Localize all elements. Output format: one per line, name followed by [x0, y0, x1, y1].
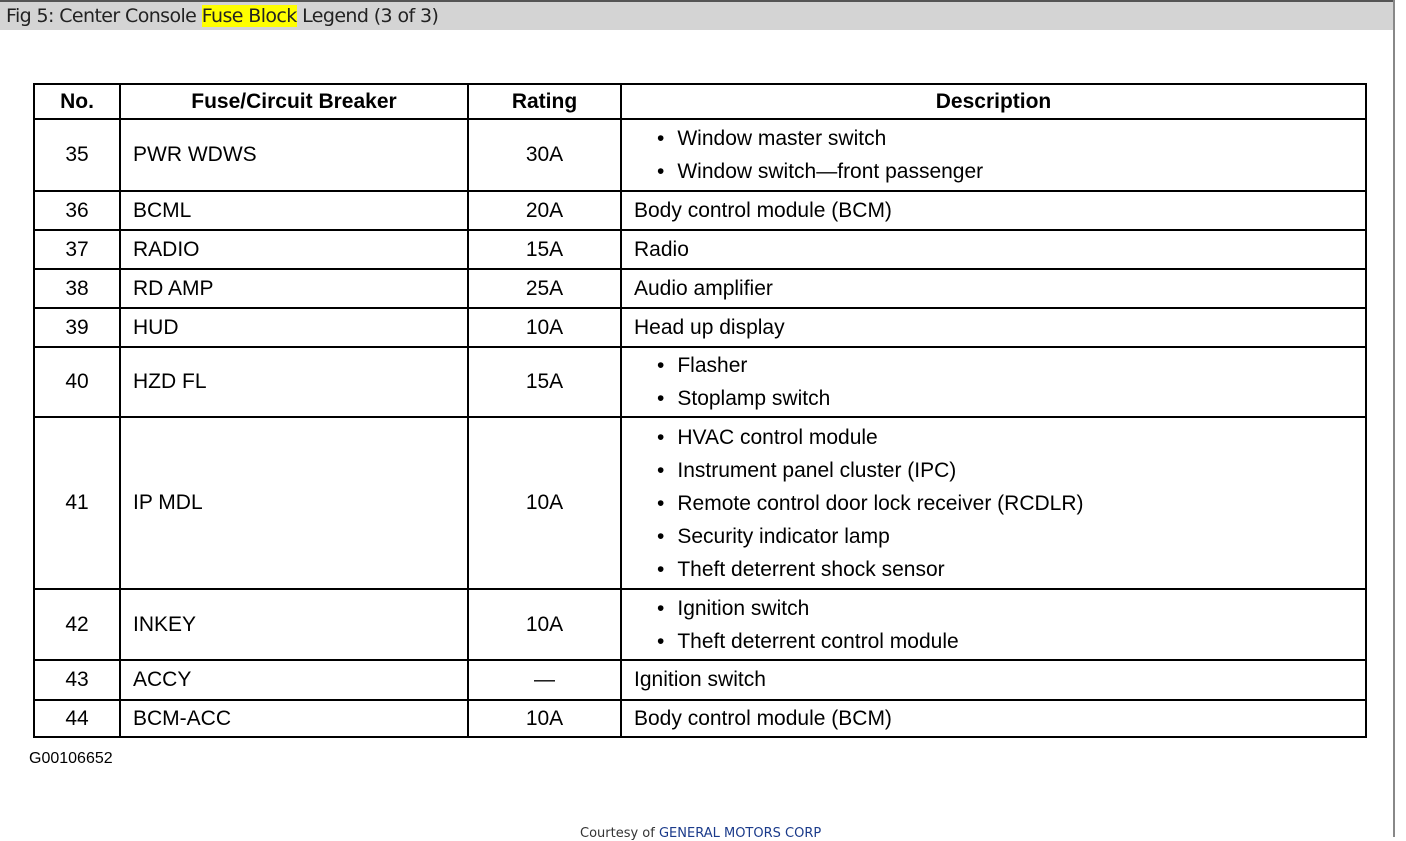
description-bullet: Window master switch	[658, 122, 1365, 155]
fuse-number: 36	[33, 190, 121, 231]
description-bullet: Ignition switch	[658, 592, 1365, 625]
fuse-number: 43	[33, 659, 121, 701]
fuse-rating: 10A	[467, 416, 622, 590]
description-bullet: Flasher	[658, 349, 1365, 382]
fuse-rating: 20A	[467, 190, 622, 231]
fuse-description: Head up display	[620, 307, 1367, 348]
fuse-rating: 10A	[467, 307, 622, 348]
fuse-name: HZD FL	[119, 346, 469, 418]
courtesy-prefix: Courtesy of	[580, 826, 659, 841]
fuse-number: 44	[33, 699, 121, 738]
table-row: 42INKEY10AIgnition switchTheft deterrent…	[33, 588, 1367, 661]
fuse-description: Ignition switch	[620, 659, 1367, 701]
table-row: 37 RADIO 15A Radio	[33, 229, 1367, 270]
fuse-number: 39	[33, 307, 121, 348]
fuse-description: Body control module (BCM)	[620, 699, 1367, 738]
fuse-number: 42	[33, 588, 121, 661]
courtesy-source: GENERAL MOTORS CORP	[658, 826, 822, 841]
fuse-description: Ignition switchTheft deterrent control m…	[620, 588, 1367, 661]
table-header-row: No. Fuse/Circuit Breaker Rating Descript…	[33, 83, 1367, 120]
fuse-name: IP MDL	[119, 416, 469, 590]
fuse-number: 40	[33, 346, 121, 418]
description-bullet: HVAC control module	[658, 421, 1365, 454]
table-row: 39 HUD 10A Head up display	[33, 307, 1367, 348]
fuse-number: 37	[33, 229, 121, 270]
description-bullet: Theft deterrent control module	[658, 625, 1365, 658]
fuse-rating: 25A	[467, 268, 622, 309]
fuse-rating: 10A	[467, 699, 622, 738]
description-bullet: Stoplamp switch	[658, 382, 1365, 415]
fuse-description: Body control module (BCM)	[620, 190, 1367, 231]
search-highlight: Fuse Block	[201, 5, 297, 27]
graphic-id: G00106652	[29, 750, 113, 767]
fuse-rating: 15A	[467, 229, 622, 270]
fuse-description: Audio amplifier	[620, 268, 1367, 309]
table-row: 36 BCML 20A Body control module (BCM)	[33, 190, 1367, 231]
description-bullet: Window switch—front passenger	[658, 155, 1365, 188]
header-rating: Rating	[467, 83, 622, 120]
description-bullet: Remote control door lock receiver (RCDLR…	[658, 487, 1365, 520]
page-border	[1393, 0, 1395, 837]
table-row: 44 BCM-ACC 10A Body control module (BCM)	[33, 699, 1367, 738]
header-no: No.	[33, 83, 121, 120]
courtesy-line: Courtesy of GENERAL MOTORS CORP	[580, 826, 821, 841]
fuse-name: PWR WDWS	[119, 118, 469, 192]
header-fuse: Fuse/Circuit Breaker	[119, 83, 469, 120]
table-row: 38 RD AMP 25A Audio amplifier	[33, 268, 1367, 309]
fuse-rating: 10A	[467, 588, 622, 661]
fuse-description: Radio	[620, 229, 1367, 270]
fuse-name: BCM-ACC	[119, 699, 469, 738]
description-bullet: Instrument panel cluster (IPC)	[658, 454, 1365, 487]
fuse-name: HUD	[119, 307, 469, 348]
fuse-rating: 30A	[467, 118, 622, 192]
description-bullet: Security indicator lamp	[658, 520, 1365, 553]
fuse-number: 35	[33, 118, 121, 192]
fuse-description: HVAC control moduleInstrument panel clus…	[620, 416, 1367, 590]
fuse-number: 41	[33, 416, 121, 590]
description-bullet: Theft deterrent shock sensor	[658, 553, 1365, 586]
fuse-rating: 15A	[467, 346, 622, 418]
fuse-number: 38	[33, 268, 121, 309]
fuse-description: FlasherStoplamp switch	[620, 346, 1367, 418]
fuse-rating: —	[467, 659, 622, 701]
fuse-description: Window master switchWindow switch—front …	[620, 118, 1367, 192]
table-row: 43 ACCY — Ignition switch	[33, 659, 1367, 701]
fuse-legend-table: No. Fuse/Circuit Breaker Rating Descript…	[33, 83, 1367, 738]
fuse-name: RADIO	[119, 229, 469, 270]
title-text-end: Legend (3 of 3)	[296, 5, 439, 27]
fuse-name: RD AMP	[119, 268, 469, 309]
figure-title-bar: Fig 5: Center Console Fuse Block Legend …	[0, 0, 1393, 30]
fuse-name: INKEY	[119, 588, 469, 661]
title-text: Fig 5: Center Console	[6, 5, 202, 27]
fuse-name: BCML	[119, 190, 469, 231]
header-description: Description	[620, 83, 1367, 120]
fuse-name: ACCY	[119, 659, 469, 701]
